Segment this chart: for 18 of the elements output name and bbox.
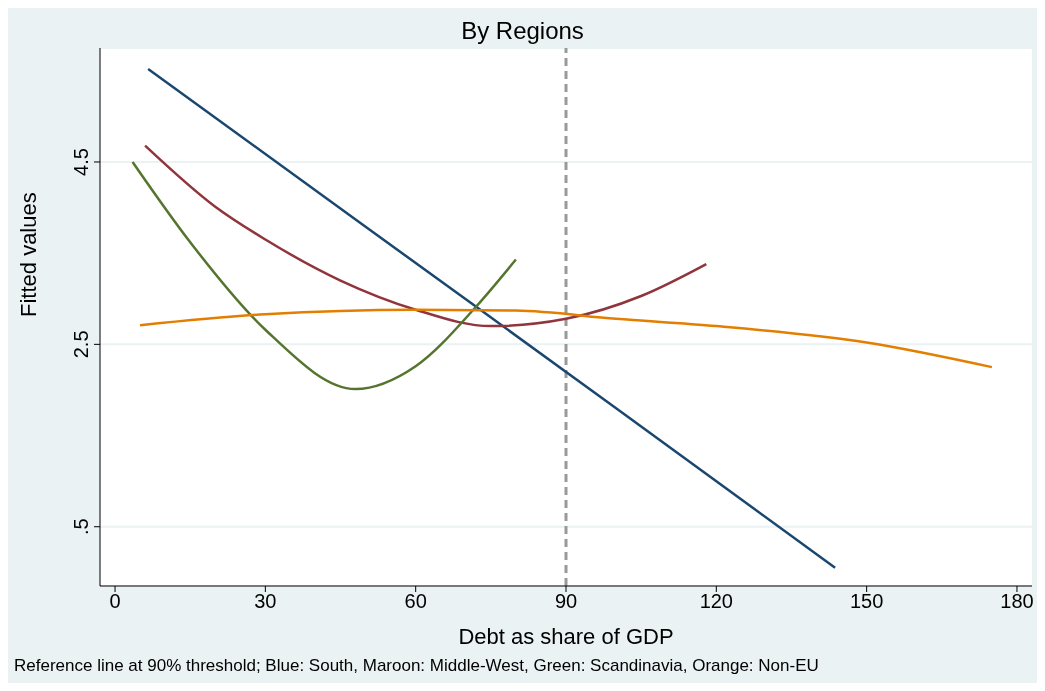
line-series bbox=[138, 308, 994, 369]
y-axis-title: Fitted values bbox=[15, 192, 41, 317]
line-series bbox=[131, 160, 518, 391]
x-tick-label: 150 bbox=[849, 590, 884, 613]
x-axis-title: Debt as share of GDP bbox=[458, 624, 674, 649]
y-tick-label: .5 bbox=[70, 518, 92, 536]
x-tick-label: 30 bbox=[254, 590, 277, 613]
y-tick-label: 2.5 bbox=[70, 330, 92, 359]
line-series bbox=[143, 144, 708, 328]
x-tick-label: 0 bbox=[109, 590, 121, 613]
line-series bbox=[146, 67, 837, 570]
x-tick-label: 180 bbox=[1000, 590, 1034, 613]
x-tick-label: 120 bbox=[699, 590, 734, 613]
x-tick-label: 60 bbox=[404, 590, 427, 613]
x-tick-label: 90 bbox=[554, 590, 578, 613]
chart-title: By Regions bbox=[460, 17, 585, 44]
y-tick-label: 4.5 bbox=[70, 148, 92, 176]
text: Reference line at 90% threshold; Blue: South, Maroon: Middle-West, Green: Scandinavia, Orange: Non-EU bbox=[14, 656, 819, 676]
